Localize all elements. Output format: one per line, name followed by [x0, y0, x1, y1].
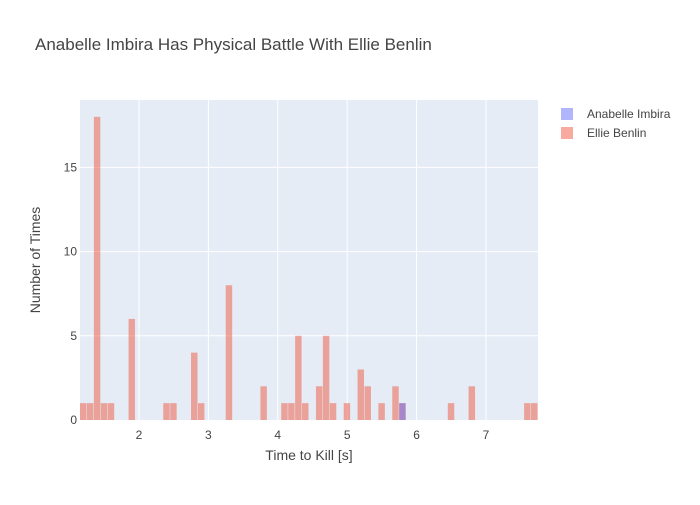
legend-item[interactable]: Ellie Benlin [561, 126, 646, 140]
legend-swatch[interactable] [561, 108, 573, 120]
x-tick-label: 2 [136, 428, 143, 442]
histogram-bar [163, 403, 170, 420]
histogram-bar [281, 403, 288, 420]
histogram-bar [357, 369, 365, 420]
y-tick-label: 0 [70, 413, 77, 427]
x-tick-label: 5 [344, 428, 351, 442]
histogram-bar [364, 386, 371, 420]
x-tick-labels: 2 3 4 5 6 7 [136, 428, 490, 442]
histogram-bar [225, 285, 233, 420]
histogram-bar [107, 403, 115, 420]
histogram-bar [197, 403, 205, 420]
y-axis-label: Number of Times [27, 207, 43, 314]
gridlines [80, 100, 538, 420]
histogram-bar [288, 403, 295, 420]
legend[interactable]: Anabelle Imbira Ellie Benlin [561, 107, 671, 140]
chart-title: Anabelle Imbira Has Physical Battle With… [35, 35, 432, 54]
histogram-bar [93, 116, 101, 420]
x-tick-label: 4 [274, 428, 281, 442]
histogram-bar [343, 403, 351, 420]
y-tick-label: 15 [64, 160, 78, 174]
x-tick-label: 6 [413, 428, 420, 442]
histogram-bar [170, 403, 177, 420]
histogram-bar [322, 335, 330, 420]
legend-label[interactable]: Anabelle Imbira [587, 107, 671, 121]
histogram-bar [315, 386, 323, 420]
legend-item[interactable]: Anabelle Imbira [561, 107, 671, 121]
bars [80, 116, 538, 420]
legend-label[interactable]: Ellie Benlin [587, 126, 646, 140]
histogram-bar [302, 403, 309, 420]
histogram-bar [80, 403, 87, 420]
plot-area [80, 100, 538, 420]
histogram-bar [399, 403, 406, 420]
histogram-bar [392, 386, 399, 420]
legend-swatch[interactable] [561, 127, 573, 139]
x-axis-label: Time to Kill [s] [265, 447, 352, 463]
histogram-bar [329, 403, 337, 420]
x-tick-label: 7 [483, 428, 490, 442]
histogram-bar [191, 352, 198, 420]
y-tick-label: 10 [64, 245, 78, 259]
histogram-bar [524, 403, 531, 420]
histogram-bar [100, 403, 108, 420]
histogram-bar [128, 318, 136, 420]
histogram-bar [295, 335, 302, 420]
x-tick-label: 3 [205, 428, 212, 442]
histogram-bar [468, 386, 476, 420]
histogram-bar [86, 403, 94, 420]
y-tick-label: 5 [70, 329, 77, 343]
histogram-bar [378, 403, 385, 420]
histogram-bar [260, 386, 267, 420]
histogram-bar [447, 403, 455, 420]
histogram-bar [531, 403, 538, 420]
y-tick-labels: 0 5 10 15 [64, 160, 78, 427]
